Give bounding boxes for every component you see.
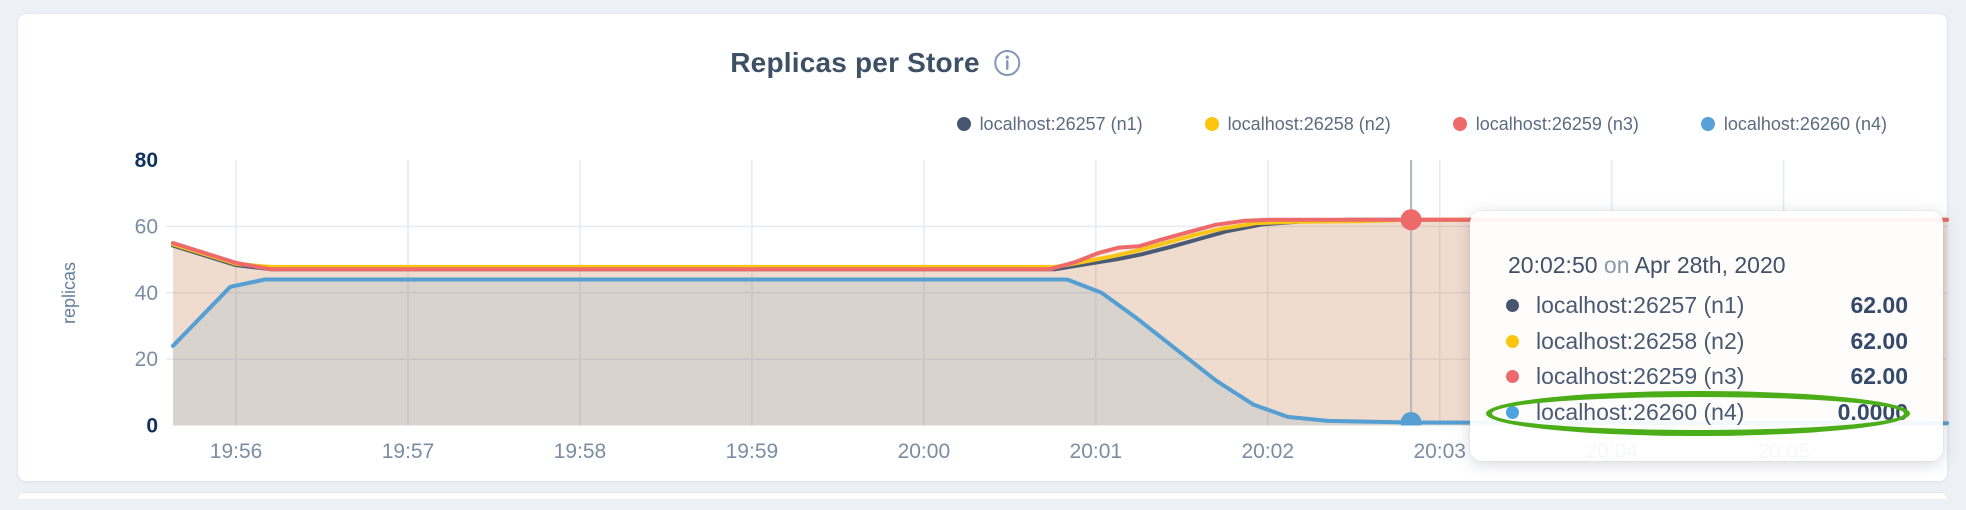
series-dot-icon bbox=[1506, 334, 1519, 348]
y-axis-tick-label: 60 bbox=[135, 215, 158, 238]
legend-dot-icon bbox=[1700, 117, 1715, 131]
info-icon[interactable] bbox=[994, 49, 1022, 77]
hover-point-dot bbox=[1400, 412, 1422, 426]
hover-tooltip: 20:02:50 on Apr 28th, 2020 localhost:262… bbox=[1470, 211, 1943, 461]
y-axis-tick-label: 80 bbox=[135, 149, 158, 172]
legend-item[interactable]: localhost:26258 (n2) bbox=[1204, 113, 1391, 135]
legend-item-label: localhost:26259 (n3) bbox=[1475, 113, 1639, 134]
highlight-ring bbox=[1486, 391, 1910, 436]
legend-dot-icon bbox=[956, 117, 971, 131]
tooltip-series-value: 62.00 bbox=[1850, 363, 1908, 390]
legend-item[interactable]: localhost:26260 (n4) bbox=[1700, 113, 1887, 135]
x-axis-tick-label: 20:03 bbox=[1413, 440, 1466, 463]
y-axis-tick-label: 0 bbox=[146, 415, 158, 438]
tooltip-date: Apr 28th, 2020 bbox=[1634, 252, 1786, 278]
legend-item-label: localhost:26258 (n2) bbox=[1227, 113, 1391, 134]
legend-item[interactable]: localhost:26259 (n3) bbox=[1452, 113, 1639, 135]
legend-dot-icon bbox=[1452, 117, 1467, 131]
tooltip-row: localhost:26259 (n3) 62.00 bbox=[1506, 359, 1908, 395]
x-axis-tick-label: 19:57 bbox=[382, 440, 435, 463]
x-axis-tick-label: 19:59 bbox=[726, 440, 779, 463]
y-axis-tick-label: 20 bbox=[135, 348, 158, 371]
tooltip-on-word: on bbox=[1603, 252, 1630, 278]
y-axis-label: replicas bbox=[59, 262, 79, 324]
x-axis-tick-label: 20:02 bbox=[1241, 440, 1294, 463]
series-dot-icon bbox=[1506, 370, 1519, 384]
tooltip-series-value: 62.00 bbox=[1850, 292, 1908, 319]
tooltip-row: localhost:26257 (n1) 62.00 bbox=[1506, 288, 1908, 324]
tooltip-series-value: 62.00 bbox=[1850, 327, 1908, 354]
tooltip-series-label: localhost:26257 (n1) bbox=[1536, 292, 1745, 319]
chart-title: Replicas per Store bbox=[730, 47, 980, 78]
tooltip-row: localhost:26258 (n2) 62.00 bbox=[1506, 324, 1908, 360]
x-axis-tick-label: 19:56 bbox=[210, 440, 263, 463]
tooltip-time: 20:02:50 bbox=[1508, 252, 1598, 278]
tooltip-series-label: localhost:26259 (n3) bbox=[1536, 363, 1745, 390]
chart-card: 80 60 40 20 0 19:56 19:57 19:58 19:59 20:00 20:01 2… bbox=[17, 13, 1949, 482]
chart-header: Replicas per Store bbox=[730, 47, 1021, 79]
y-axis-tick-label: 40 bbox=[135, 282, 158, 305]
legend-item-label: localhost:26257 (n1) bbox=[979, 113, 1143, 134]
hover-point-dot bbox=[1400, 209, 1422, 231]
chart-legend: localhost:26257 (n1) localhost:26258 (n2)… bbox=[956, 110, 1887, 138]
x-axis-tick-label: 19:58 bbox=[554, 440, 607, 463]
legend-item[interactable]: localhost:26257 (n1) bbox=[956, 113, 1143, 135]
legend-item-label: localhost:26260 (n4) bbox=[1723, 113, 1887, 134]
series-dot-icon bbox=[1506, 299, 1519, 313]
legend-dot-icon bbox=[1204, 117, 1219, 131]
tooltip-series-label: localhost:26258 (n2) bbox=[1536, 327, 1745, 354]
x-axis-tick-label: 20:01 bbox=[1070, 440, 1123, 463]
tooltip-timestamp: 20:02:50 on Apr 28th, 2020 bbox=[1508, 252, 1786, 279]
x-axis-tick-label: 20:00 bbox=[898, 440, 951, 463]
